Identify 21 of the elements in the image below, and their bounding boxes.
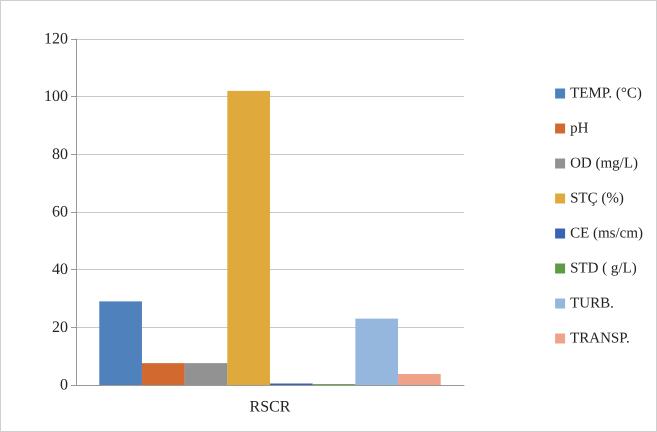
- y-tick-label: 120: [44, 30, 68, 48]
- y-tick-label: 20: [52, 318, 68, 336]
- legend-label: STD ( g/L): [570, 260, 637, 276]
- y-tick-label: 80: [52, 146, 68, 163]
- legend-label: TRANSP.: [570, 330, 630, 346]
- legend-label: TEMP. (°C): [570, 86, 642, 102]
- bar: [227, 90, 270, 385]
- y-tick-label: 0: [60, 376, 68, 394]
- y-tick-label: 100: [44, 88, 68, 106]
- bar: [355, 318, 398, 385]
- legend-label: OD (mg/L): [570, 156, 638, 172]
- bar: [398, 374, 441, 385]
- bar: [99, 301, 142, 385]
- x-tick-label: RSCR: [250, 398, 291, 416]
- y-tick-label: 60: [52, 204, 68, 220]
- legend-label: TURB.: [570, 296, 614, 312]
- legend-label: STÇ (%): [570, 190, 624, 206]
- legend-label: CE (ms/cm): [570, 226, 644, 242]
- bar: [142, 363, 185, 385]
- legend-label: pH: [570, 120, 589, 136]
- y-tick-label: 40: [52, 261, 68, 278]
